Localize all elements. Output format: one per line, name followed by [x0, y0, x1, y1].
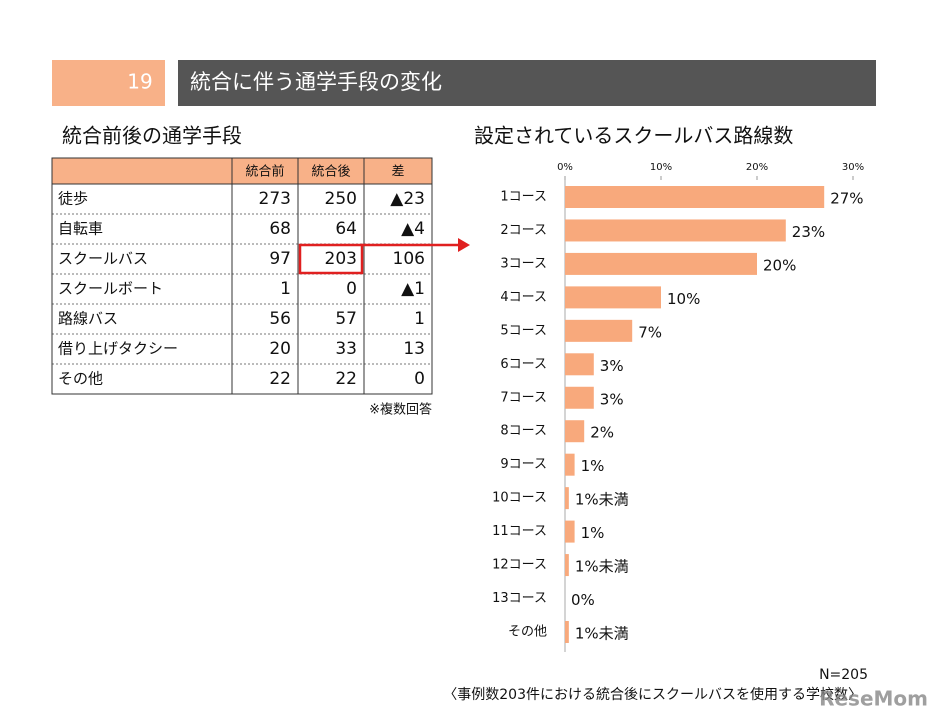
chart-title: 設定されているスクールバス路線数 [474, 124, 793, 148]
bar [565, 554, 569, 577]
table-header-bg [52, 158, 432, 184]
title-bar [178, 60, 876, 106]
y-tick-label: 5コース [500, 323, 547, 338]
table-border [51, 157, 433, 395]
n-label: N=205 [819, 667, 868, 683]
cell-value: 22 [269, 369, 291, 389]
row-label: 借り上げタクシー [58, 340, 178, 358]
cell-value: 56 [269, 309, 291, 329]
row-label: スクールバス [58, 250, 148, 268]
bar [565, 453, 575, 476]
cell-value: 250 [325, 189, 357, 209]
value-label: 7% [638, 323, 662, 341]
table-title: 統合前後の通学手段 [62, 124, 242, 148]
x-tick-label: 30% [842, 162, 864, 173]
y-tick-label: 8コース [500, 424, 547, 439]
y-tick-label: 2コース [500, 223, 547, 238]
row-label: 路線バス [58, 310, 118, 328]
cell-value: 68 [269, 219, 291, 239]
x-tick-label: 0% [557, 162, 573, 173]
highlight-box [298, 243, 364, 275]
y-tick-label: 4コース [500, 290, 547, 305]
value-label: 1%未満 [575, 624, 629, 642]
cell-value: 1 [414, 309, 425, 329]
slide-number: 19 [127, 70, 152, 94]
column-header: 差 [391, 165, 404, 180]
value-label: 2% [590, 424, 614, 442]
cell-value: 106 [393, 249, 425, 269]
y-tick-label: 9コース [500, 457, 547, 472]
y-tick-label: 12コース [492, 558, 547, 573]
x-tick-label: 10% [650, 162, 672, 173]
arrow-head [458, 238, 470, 252]
cell-value: 273 [259, 189, 291, 209]
slide-title: 統合に伴う通学手段の変化 [190, 70, 442, 94]
bar [565, 219, 786, 242]
bar [565, 420, 585, 443]
bar [565, 252, 757, 275]
cell-value: 203 [325, 249, 357, 269]
y-tick-label: 13コース [492, 591, 547, 606]
y-tick-label: 6コース [500, 357, 547, 372]
value-label: 1% [581, 457, 605, 475]
bar [565, 620, 569, 643]
value-label: 1% [581, 524, 605, 542]
cell-value: 97 [269, 249, 291, 269]
x-tick-label: 20% [746, 162, 768, 173]
value-label: 23% [792, 223, 825, 241]
table-note: ※複数回答 [369, 402, 432, 418]
watermark: ReseMom [819, 687, 928, 711]
row-label: スクールボート [58, 280, 163, 298]
value-label: 20% [763, 256, 796, 274]
y-tick-label: 7コース [500, 390, 547, 405]
value-label: 1%未満 [575, 491, 629, 509]
y-tick-label: その他 [508, 624, 547, 639]
cell-value: 0 [414, 369, 425, 389]
row-label: 徒歩 [58, 190, 88, 208]
cell-value: 33 [335, 339, 357, 359]
value-label: 10% [667, 290, 700, 308]
bar [565, 353, 594, 376]
y-tick-label: 3コース [500, 256, 547, 271]
bar [565, 286, 661, 309]
cell-value: 20 [269, 339, 291, 359]
y-tick-label: 1コース [500, 190, 547, 205]
bar [565, 386, 594, 409]
value-label: 3% [600, 390, 624, 408]
cell-value: 13 [403, 339, 425, 359]
cell-value: 57 [335, 309, 357, 329]
cell-value: 64 [335, 219, 357, 239]
cell-value: ▲23 [390, 189, 425, 209]
caption: 〈事例数203件における統合後にスクールバスを使用する学校数〉 [443, 686, 862, 703]
bar [565, 319, 633, 342]
y-tick-label: 10コース [492, 491, 547, 506]
column-header: 統合後 [311, 165, 350, 180]
cell-value: ▲4 [401, 219, 425, 239]
value-label: 0% [571, 591, 595, 609]
bar [565, 487, 569, 510]
value-label: 27% [830, 190, 863, 208]
cell-value: ▲1 [401, 279, 425, 299]
number-box [52, 60, 165, 106]
y-tick-label: 11コース [492, 524, 547, 539]
bar [565, 520, 575, 543]
value-label: 1%未満 [575, 558, 629, 576]
cell-value: 0 [346, 279, 357, 299]
row-label: 自転車 [58, 220, 103, 238]
row-label: その他 [58, 370, 103, 388]
cell-value: 1 [280, 279, 291, 299]
cell-value: 22 [335, 369, 357, 389]
value-label: 3% [600, 357, 624, 375]
column-header: 統合前 [245, 164, 284, 180]
bar [565, 186, 825, 208]
